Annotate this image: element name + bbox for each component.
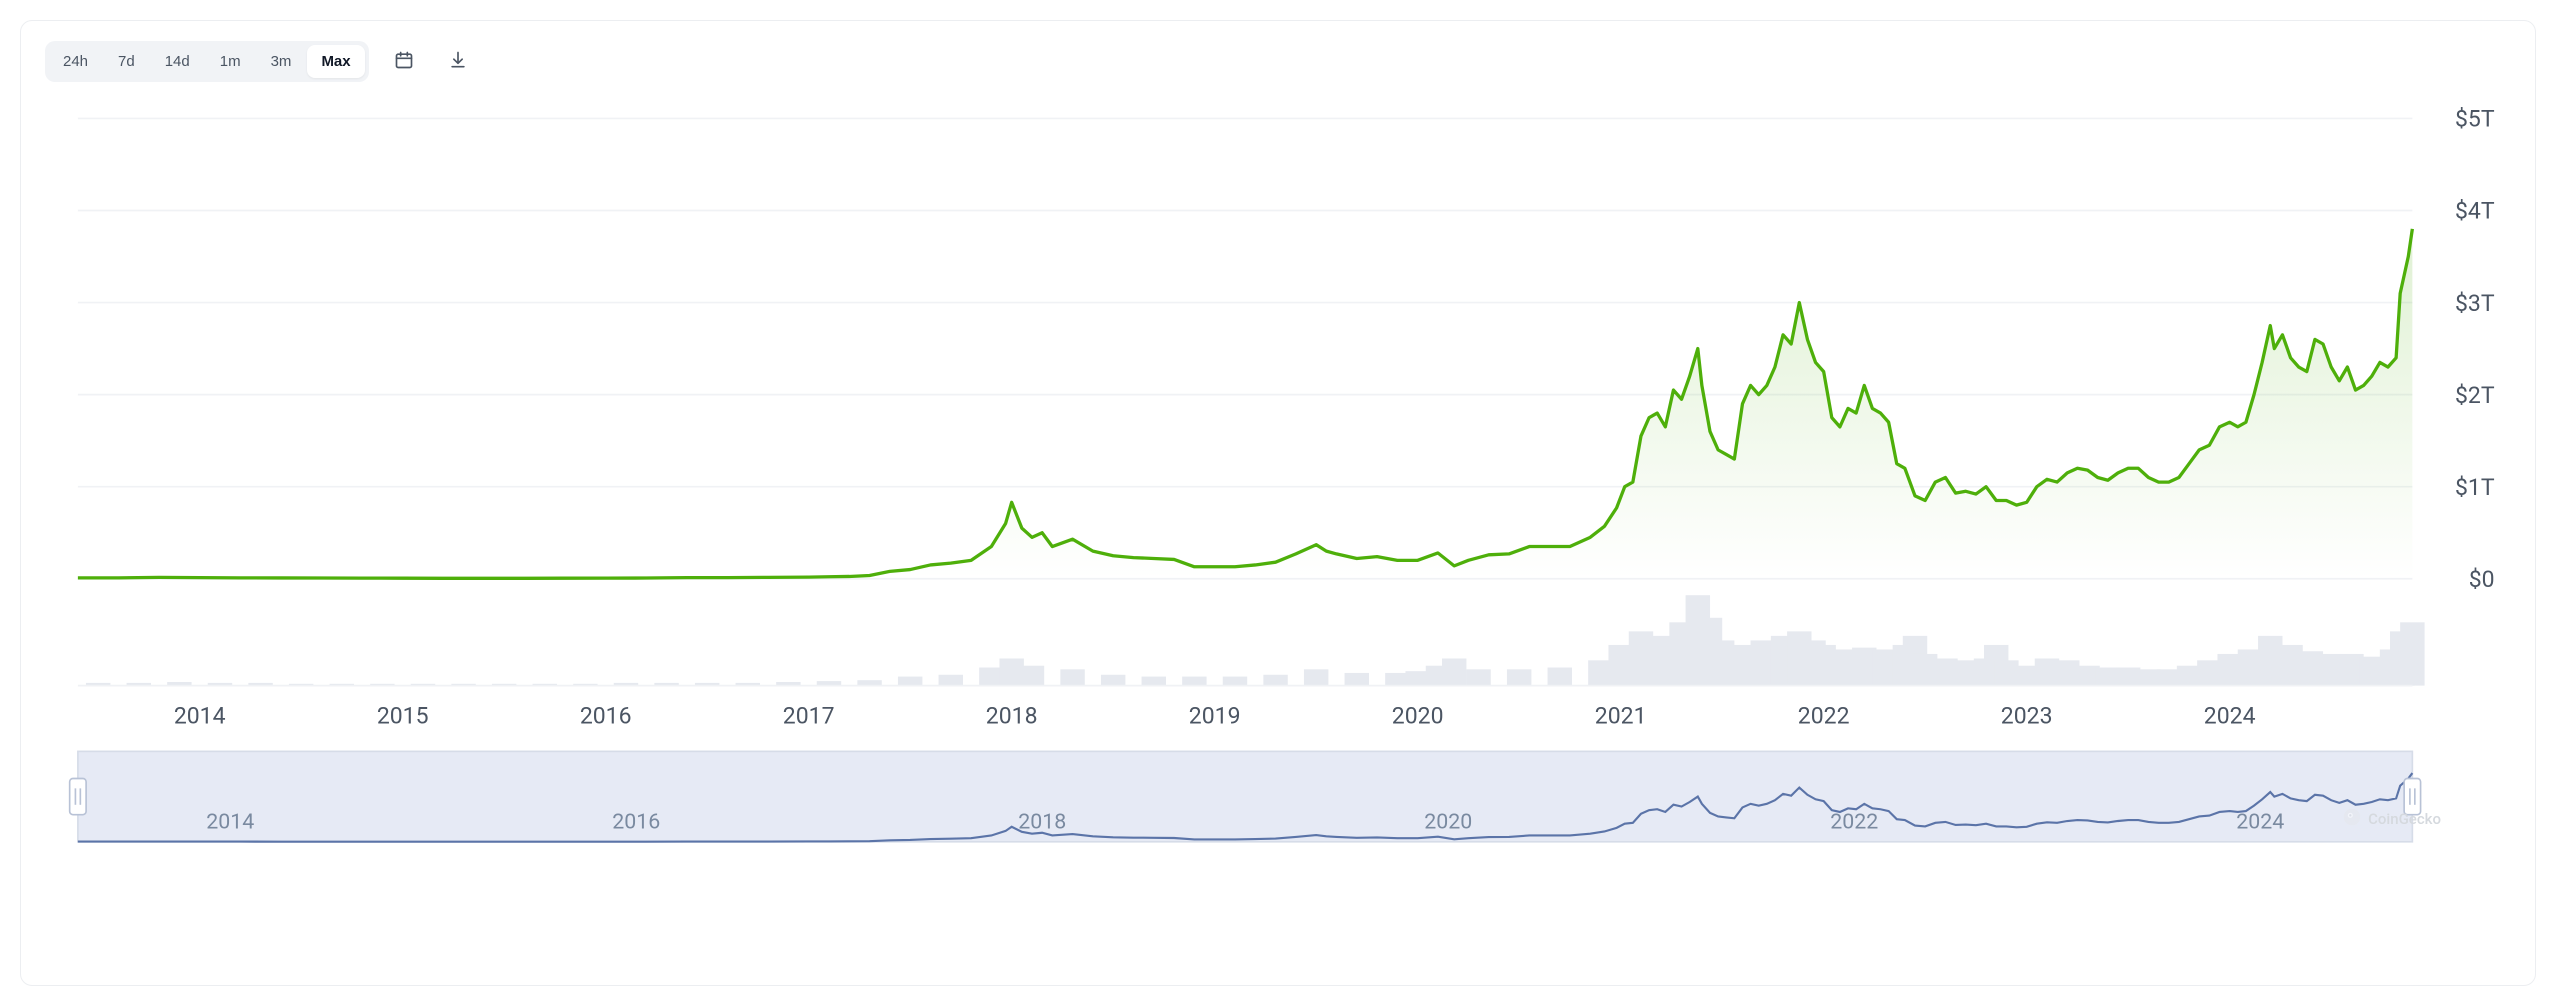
svg-text:2016: 2016 <box>612 810 660 835</box>
svg-text:$4T: $4T <box>2455 198 2495 225</box>
download-icon <box>448 50 468 73</box>
range-7d[interactable]: 7d <box>104 45 149 78</box>
svg-text:2024: 2024 <box>2236 810 2284 835</box>
svg-text:2015: 2015 <box>377 702 429 729</box>
svg-text:$1T: $1T <box>2455 474 2495 501</box>
svg-text:2020: 2020 <box>1424 810 1472 835</box>
svg-text:$2T: $2T <box>2455 382 2495 409</box>
svg-text:2014: 2014 <box>206 810 254 835</box>
svg-text:2018: 2018 <box>986 702 1038 729</box>
range-1m[interactable]: 1m <box>206 45 255 78</box>
chart-card: 24h7d14d1m3mMax <box>20 20 2536 986</box>
svg-text:2014: 2014 <box>174 702 226 729</box>
calendar-button[interactable] <box>385 43 423 81</box>
range-3m[interactable]: 3m <box>257 45 306 78</box>
range-24h[interactable]: 24h <box>49 45 102 78</box>
svg-text:2017: 2017 <box>783 702 835 729</box>
svg-text:2024: 2024 <box>2204 702 2256 729</box>
price-chart[interactable]: $0 $1T $2T $3T $4T $5T 2014 2015 2016 2017 2018 201… <box>45 102 2511 957</box>
svg-text:2022: 2022 <box>1830 810 1878 835</box>
time-range-group: 24h7d14d1m3mMax <box>45 41 369 82</box>
range-max[interactable]: Max <box>307 45 364 78</box>
svg-text:$0: $0 <box>2469 566 2495 593</box>
chart-area: $0 $1T $2T $3T $4T $5T 2014 2015 2016 2017 2018 201… <box>45 102 2511 961</box>
svg-text:2022: 2022 <box>1798 702 1850 729</box>
svg-text:2021: 2021 <box>1595 702 1647 729</box>
svg-text:2018: 2018 <box>1018 810 1066 835</box>
svg-text:$3T: $3T <box>2455 290 2495 317</box>
svg-text:$5T: $5T <box>2455 106 2495 133</box>
svg-text:2020: 2020 <box>1392 702 1444 729</box>
chart-toolbar: 24h7d14d1m3mMax <box>45 41 2511 82</box>
range-14d[interactable]: 14d <box>151 45 204 78</box>
svg-text:2019: 2019 <box>1189 702 1241 729</box>
calendar-icon <box>394 50 414 73</box>
svg-text:2016: 2016 <box>580 702 632 729</box>
svg-text:2023: 2023 <box>2001 702 2053 729</box>
download-button[interactable] <box>439 43 477 81</box>
